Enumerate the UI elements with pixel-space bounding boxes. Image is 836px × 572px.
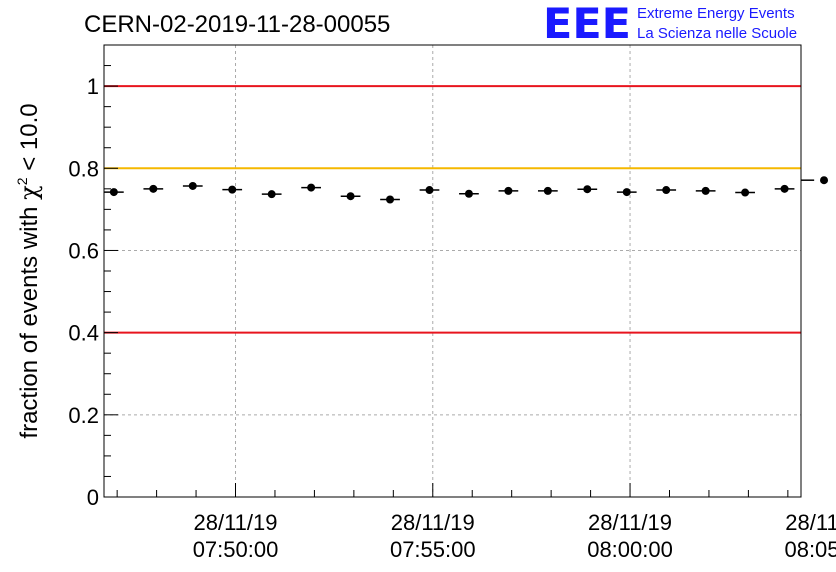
logo-line-1: Extreme Energy Events — [637, 5, 795, 22]
x-tick-label-date: 28/11/19 — [194, 510, 278, 535]
data-point — [307, 183, 316, 192]
grid-lines — [104, 45, 801, 498]
axis-ticks: 00.20.40.60.8128/11/1907:50:0028/11/1907… — [68, 65, 836, 562]
x-tick-label-date: 28/11/19 — [588, 510, 672, 535]
x-tick-label-time: 08:00:00 — [587, 537, 673, 562]
y-tick-label: 0.2 — [68, 403, 99, 428]
y-axis-label-exp: 2 — [14, 177, 30, 185]
y-tick-label: 0.8 — [68, 156, 99, 181]
data-point — [504, 186, 513, 195]
data-point — [149, 184, 158, 193]
y-tick-label: 1 — [87, 74, 99, 99]
data-point — [741, 188, 750, 197]
data-point — [583, 185, 592, 194]
y-tick-label: 0.6 — [68, 238, 99, 263]
reference-lines — [104, 85, 801, 334]
data-point — [188, 181, 197, 190]
svg-text:fraction of events with χ2 < 1: fraction of events with χ2 < 10.0 — [14, 103, 43, 438]
y-axis-label-prefix: fraction of events with — [16, 200, 43, 439]
data-point — [109, 188, 118, 197]
x-tick-label-date: 28/11/19 — [785, 510, 836, 535]
y-tick-label: 0.4 — [68, 321, 99, 346]
data-points — [104, 176, 829, 204]
data-point — [464, 189, 473, 198]
data-point — [701, 186, 710, 195]
y-tick-label: 0 — [87, 485, 99, 510]
data-point — [820, 176, 829, 185]
x-tick-label-time: 08:05:00 — [784, 537, 836, 562]
eee-logo: EEE Extreme Energy Events La Scienza nel… — [543, 0, 797, 48]
chart-title: CERN-02-2019-11-28-00055 — [84, 11, 390, 38]
data-point — [622, 188, 631, 197]
y-axis-label: fraction of events with χ2 < 10.0 — [14, 103, 43, 438]
data-point — [780, 184, 789, 193]
data-point — [386, 195, 395, 204]
data-point — [346, 192, 355, 201]
data-point — [425, 186, 434, 195]
data-point — [228, 185, 237, 194]
x-tick-label-date: 28/11/19 — [391, 510, 475, 535]
y-axis-label-chi: χ — [15, 185, 43, 200]
data-point — [662, 186, 671, 195]
data-point — [267, 190, 276, 199]
x-tick-label-time: 07:55:00 — [390, 537, 476, 562]
x-tick-label-time: 07:50:00 — [193, 537, 279, 562]
logo-line-2: La Scienza nelle Scuole — [637, 25, 797, 42]
eee-logo-text: EEE — [543, 0, 631, 48]
plot-frame — [103, 44, 802, 498]
y-axis-label-suffix: < 10.0 — [16, 103, 43, 177]
data-point — [543, 186, 552, 195]
